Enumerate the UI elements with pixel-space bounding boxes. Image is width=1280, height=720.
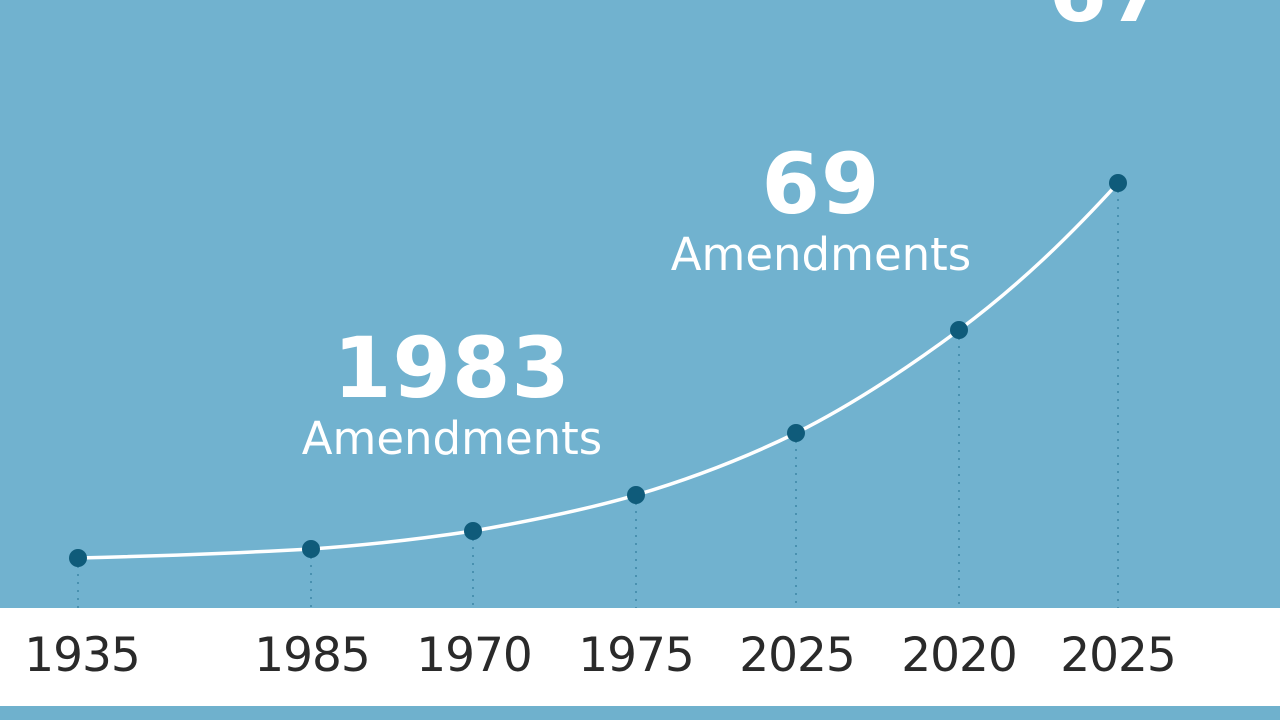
data-markers bbox=[69, 174, 1127, 567]
data-point[interactable] bbox=[1109, 174, 1127, 192]
data-point[interactable] bbox=[787, 424, 805, 442]
annotation-label: Amendments bbox=[301, 412, 603, 465]
data-point[interactable] bbox=[302, 540, 320, 558]
data-point[interactable] bbox=[464, 522, 482, 540]
bottom-strip bbox=[0, 706, 1280, 720]
x-tick-label: 1985 bbox=[254, 628, 371, 683]
annotation-number: 69 bbox=[761, 135, 881, 233]
annotation-number: 67 bbox=[1049, 0, 1168, 34]
data-point[interactable] bbox=[69, 549, 87, 567]
x-tick-label: 2025 bbox=[739, 628, 856, 683]
annotation-label: Amendments bbox=[670, 228, 972, 281]
x-tick-label: 1935 bbox=[24, 628, 141, 683]
drop-lines bbox=[77, 191, 1119, 608]
annotation-69: 69 Amendments bbox=[671, 142, 972, 277]
x-axis-band bbox=[0, 608, 1280, 706]
x-tick-label: 2025 bbox=[1060, 628, 1177, 683]
annotation-67-cropped: 67 bbox=[1049, 0, 1168, 34]
annotation-number: 1983 bbox=[333, 319, 571, 417]
x-tick-label: 1970 bbox=[416, 628, 533, 683]
data-point[interactable] bbox=[950, 321, 968, 339]
x-tick-label: 2020 bbox=[901, 628, 1018, 683]
data-point[interactable] bbox=[627, 486, 645, 504]
annotation-1983: 1983 Amendments bbox=[302, 326, 603, 461]
x-tick-label: 1975 bbox=[578, 628, 695, 683]
